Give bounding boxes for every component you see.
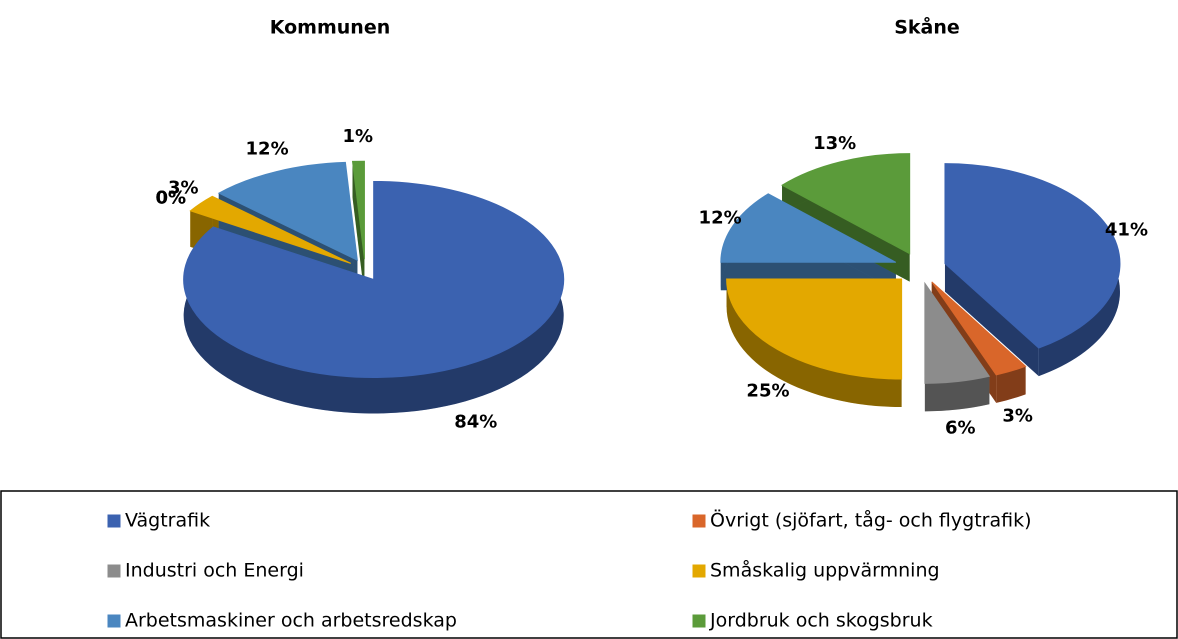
pie-side-shade <box>924 376 990 412</box>
pie-side <box>996 366 1026 403</box>
pie-slice <box>183 180 565 378</box>
pie-side <box>726 279 902 408</box>
legend-label: Småskalig uppvärmning <box>710 559 940 582</box>
chart-title: Skåne <box>894 15 960 39</box>
pie-tops <box>720 153 1121 384</box>
pie-side-shade <box>726 279 902 408</box>
legend-swatch <box>691 563 707 579</box>
value-label: 12% <box>246 139 289 160</box>
value-label: 0% <box>156 188 187 209</box>
pie-slice <box>720 193 897 263</box>
value-label: 0% <box>156 188 187 209</box>
value-label: 84% <box>454 412 497 433</box>
pie-side-shade <box>944 263 1039 377</box>
pie-slice <box>217 161 358 262</box>
legend-swatch <box>106 563 122 579</box>
value-label: 6% <box>945 418 976 439</box>
pie-slice <box>931 281 1027 376</box>
value-label: 3% <box>1002 405 1033 426</box>
legend-label: Industri och Energi <box>125 560 304 582</box>
value-label: 13% <box>813 133 856 154</box>
value-label: 12% <box>699 207 742 228</box>
legend-swatch <box>691 513 707 529</box>
value-label: 41% <box>1105 219 1148 240</box>
pie-slice <box>189 195 351 264</box>
pie-side-shade <box>996 366 1026 403</box>
legend-label: Övrigt (sjöfart, tåg- och flygtrafik) <box>710 509 1032 532</box>
value-label: 25% <box>746 380 789 401</box>
pie-side <box>944 263 1039 377</box>
pie-tops <box>183 160 565 378</box>
value-label: 1% <box>342 126 373 147</box>
legend-swatch <box>106 513 122 529</box>
pie-slice <box>781 153 911 255</box>
legend-label: Vägtrafik <box>125 510 210 532</box>
legend-swatch <box>691 613 707 629</box>
chart-title: Kommunen <box>270 17 391 39</box>
pie-slice <box>924 281 991 384</box>
legend-box <box>0 490 1178 639</box>
legend-label: Jordbruk och skogsbruk <box>709 610 933 632</box>
pie-side <box>924 376 990 412</box>
value-label: 3% <box>168 177 199 198</box>
pie-slice <box>944 163 1121 349</box>
legend-label: Arbetsmaskiner och arbetsredskap <box>125 610 457 632</box>
pie-slice <box>726 278 903 380</box>
legend-swatch <box>106 613 122 629</box>
pie-slice <box>351 160 365 260</box>
